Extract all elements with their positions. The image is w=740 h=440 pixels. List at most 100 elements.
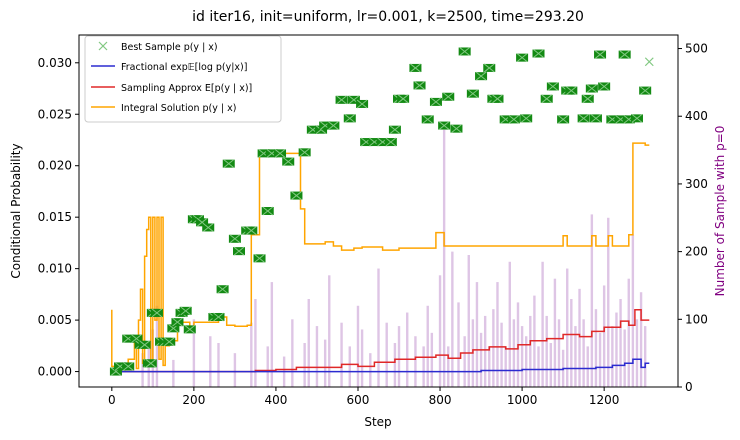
legend-label-sampling: Sampling Approx E[p(y | x)] xyxy=(121,83,252,94)
best-sample-point xyxy=(438,121,451,130)
best-sample-point xyxy=(274,148,287,158)
y-tick-label: 0.030 xyxy=(38,56,72,70)
marker-stroke xyxy=(397,94,409,104)
best-sample-point xyxy=(577,113,590,123)
histogram-bar xyxy=(500,322,503,387)
histogram-bar xyxy=(155,305,159,387)
legend-marker-stroke xyxy=(98,41,108,51)
marker-stroke xyxy=(180,306,191,316)
best-sample-point xyxy=(233,246,246,256)
marker-stroke xyxy=(151,308,163,318)
marker-stroke xyxy=(282,157,294,166)
best-sample-point xyxy=(282,157,295,166)
best-sample-point xyxy=(589,113,602,123)
best-sample-point xyxy=(202,223,215,232)
histogram-bar xyxy=(422,346,425,387)
histogram-bar xyxy=(369,353,372,387)
best-sample-point xyxy=(222,159,235,169)
x-tick-label: 200 xyxy=(182,393,205,407)
x-tick-label: 1000 xyxy=(507,393,538,407)
marker-stroke xyxy=(533,49,544,58)
histogram-bar xyxy=(483,315,487,387)
histogram-bar xyxy=(639,292,643,387)
best-sample-point xyxy=(409,63,422,73)
marker-stroke xyxy=(348,95,360,105)
histogram-bar xyxy=(426,305,429,387)
histogram-bar xyxy=(397,326,401,387)
best-sample-point xyxy=(520,113,533,123)
histogram-bar xyxy=(475,282,479,387)
marker-stroke xyxy=(139,340,150,350)
best-sample-point xyxy=(253,253,266,263)
marker-stroke xyxy=(557,115,569,124)
best-sample-point xyxy=(290,191,303,200)
histogram-bar xyxy=(619,299,622,387)
marker-stroke xyxy=(336,95,347,105)
best-sample-point xyxy=(150,308,163,318)
best-sample-point xyxy=(138,340,151,350)
y2-axis-ticks: 0 100 200 300 400 500 xyxy=(678,42,708,394)
histogram-bar xyxy=(643,326,647,387)
histogram-bar xyxy=(524,336,528,387)
histogram-bar xyxy=(442,129,446,387)
best-sample-point xyxy=(212,312,225,322)
marker-stroke xyxy=(578,113,589,123)
histogram-bar xyxy=(566,268,569,387)
y-tick-label: 0.025 xyxy=(38,107,72,121)
chart-title: id iter16, init=uniform, lr=0.001, k=250… xyxy=(192,9,584,25)
marker-stroke xyxy=(598,82,610,91)
y2-axis-label: Number of Sample with p=0 xyxy=(713,126,727,297)
histogram-bar xyxy=(570,299,573,387)
histogram-bar xyxy=(504,346,507,387)
best-sample-point xyxy=(413,81,426,90)
marker-stroke xyxy=(344,113,356,123)
best-sample-point xyxy=(540,94,553,104)
histogram-bar xyxy=(266,346,269,387)
histogram-bar xyxy=(414,336,417,387)
histogram-bar xyxy=(192,319,196,387)
marker-stroke xyxy=(459,47,470,56)
best-sample-point xyxy=(630,113,643,123)
marker-stroke xyxy=(590,113,602,123)
best-sample-point-last xyxy=(644,57,654,67)
y2-tick-label: 300 xyxy=(685,177,708,191)
best-sample-point xyxy=(388,125,401,135)
x-tick-label: 600 xyxy=(347,393,370,407)
histogram-bar xyxy=(508,261,511,387)
marker-stroke xyxy=(184,324,196,334)
best-sample-point xyxy=(546,82,559,91)
histogram-bar xyxy=(582,319,585,387)
legend-label-integral: Integral Solution p(y | x) xyxy=(121,103,236,114)
best-sample-point xyxy=(298,147,311,157)
histogram-bar xyxy=(607,217,610,387)
best-sample-point xyxy=(507,115,520,124)
marker-stroke xyxy=(213,312,224,322)
best-sample-point xyxy=(466,89,479,99)
histogram-bar xyxy=(233,353,237,387)
y-tick-label: 0.020 xyxy=(38,159,72,173)
marker-stroke xyxy=(356,99,368,109)
histogram-bar xyxy=(512,319,516,387)
best-sample-point xyxy=(397,94,410,104)
marker-stroke xyxy=(516,53,528,63)
best-sample-point xyxy=(483,63,496,73)
legend-item-fractional: Fractional exp𝔼[log p(y|x)] xyxy=(91,62,247,73)
y-tick-label: 0.010 xyxy=(38,262,72,276)
histogram-bar xyxy=(303,343,306,387)
best-sample-point xyxy=(384,137,397,147)
best-sample-point xyxy=(491,94,504,104)
marker-stroke xyxy=(254,253,265,263)
marker-stroke xyxy=(98,41,108,51)
x-axis-label: Step xyxy=(364,415,391,429)
histogram-bar xyxy=(315,326,319,387)
marker-stroke xyxy=(274,148,286,158)
marker-stroke xyxy=(483,63,495,73)
histogram-bar xyxy=(340,322,343,387)
marker-stroke xyxy=(430,97,442,107)
best-sample-point xyxy=(179,306,192,316)
y2-tick-label: 500 xyxy=(685,42,708,56)
histogram-bar xyxy=(479,332,483,387)
best-sample-point xyxy=(581,94,594,104)
histogram-bar xyxy=(377,268,380,387)
